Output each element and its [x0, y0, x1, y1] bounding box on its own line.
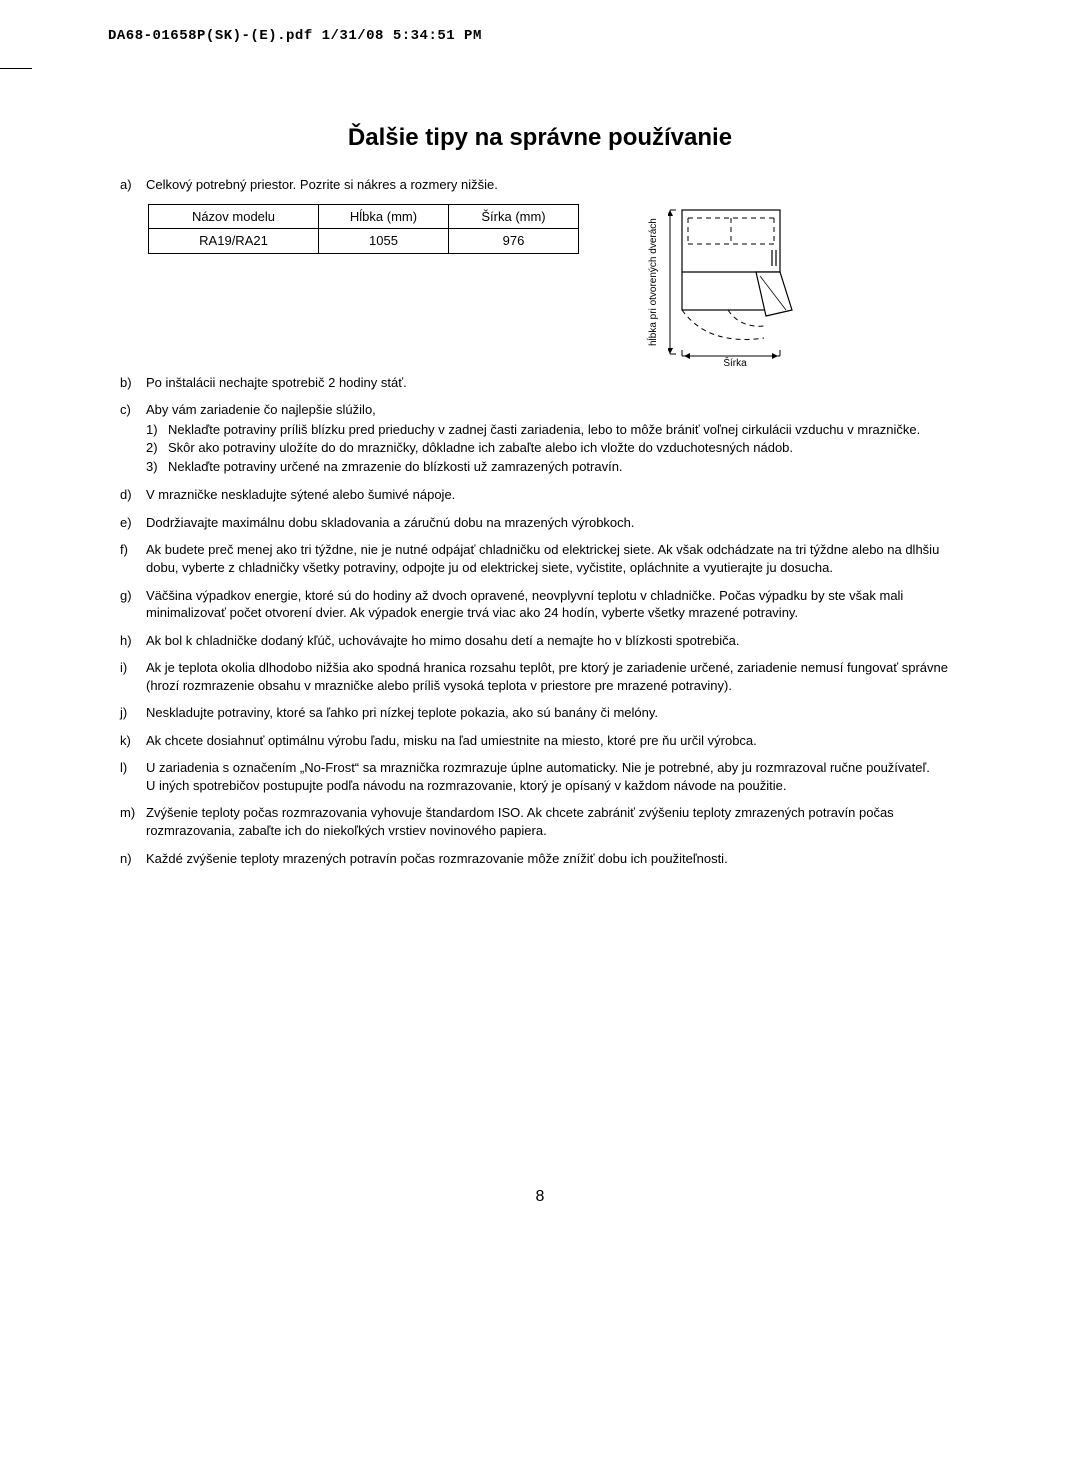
- item-text: Aby vám zariadenie čo najlepšie slúžilo,: [146, 402, 376, 417]
- list-item: h) Ak bol k chladničke dodaný kľúč, ucho…: [120, 632, 970, 650]
- item-marker: h): [120, 632, 146, 650]
- item-text: Ak chcete dosiahnuť optimálnu výrobu ľad…: [146, 732, 970, 750]
- item-marker: j): [120, 704, 146, 722]
- table-header: Hĺbka (mm): [319, 204, 449, 229]
- item-text: Väčšina výpadkov energie, ktoré sú do ho…: [146, 587, 970, 622]
- sub-item: 3) Neklaďte potraviny určené na zmrazeni…: [146, 458, 970, 476]
- item-body: U zariadenia s označením „No-Frost“ sa m…: [146, 759, 970, 794]
- item-text: Ak bol k chladničke dodaný kľúč, uchováv…: [146, 632, 970, 650]
- sub-text: Skôr ako potraviny uložíte do do mraznič…: [168, 439, 970, 457]
- fridge-diagram-svg: [668, 206, 798, 361]
- content-area: a) Celkový potrebný priestor. Pozrite si…: [120, 176, 970, 877]
- fridge-diagram: [668, 206, 798, 366]
- dimensions-table-wrap: Názov modelu Hĺbka (mm) Šírka (mm) RA19/…: [148, 204, 970, 254]
- table-header: Názov modelu: [149, 204, 319, 229]
- item-text: Celkový potrebný priestor. Pozrite si ná…: [146, 176, 970, 194]
- list-item: d) V mrazničke neskladujte sýtené alebo …: [120, 486, 970, 504]
- page-number: 8: [0, 1188, 1080, 1206]
- list-item: g) Väčšina výpadkov energie, ktoré sú do…: [120, 587, 970, 622]
- item-body: Aby vám zariadenie čo najlepšie slúžilo,…: [146, 401, 970, 476]
- list-item: f) Ak budete preč menej ako tri týždne, …: [120, 541, 970, 576]
- list-item: n) Každé zvýšenie teploty mrazených potr…: [120, 850, 970, 868]
- item-marker: c): [120, 401, 146, 476]
- page-title: Ďalšie tipy na správne používanie: [0, 124, 1080, 152]
- spacer: [120, 264, 970, 374]
- sub-text: Neklaďte potraviny určené na zmrazenie d…: [168, 458, 970, 476]
- list-item: j) Neskladujte potraviny, ktoré sa ľahko…: [120, 704, 970, 722]
- item-text: V mrazničke neskladujte sýtené alebo šum…: [146, 486, 970, 504]
- list-item: c) Aby vám zariadenie čo najlepšie slúži…: [120, 401, 970, 476]
- list-item: k) Ak chcete dosiahnuť optimálnu výrobu …: [120, 732, 970, 750]
- dimensions-table: Názov modelu Hĺbka (mm) Šírka (mm) RA19/…: [148, 204, 579, 254]
- item-text: Po inštalácii nechajte spotrebič 2 hodin…: [146, 374, 970, 392]
- item-text: Dodržiavajte maximálnu dobu skladovania …: [146, 514, 970, 532]
- item-marker: e): [120, 514, 146, 532]
- diagram-label-width: Šírka: [705, 358, 765, 369]
- sub-text: Neklaďte potraviny príliš blízku pred pr…: [168, 421, 970, 439]
- table-cell: 1055: [319, 229, 449, 254]
- table-header: Šírka (mm): [449, 204, 579, 229]
- item-marker: b): [120, 374, 146, 392]
- item-marker: d): [120, 486, 146, 504]
- item-text: U zariadenia s označením „No-Frost“ sa m…: [146, 759, 970, 777]
- item-text: Ak je teplota okolia dlhodobo nižšia ako…: [146, 659, 970, 694]
- item-marker: l): [120, 759, 146, 794]
- item-text: Ak budete preč menej ako tri týždne, nie…: [146, 541, 970, 576]
- item-text: Každé zvýšenie teploty mrazených potraví…: [146, 850, 970, 868]
- sub-marker: 2): [146, 439, 168, 457]
- table-cell: 976: [449, 229, 579, 254]
- table-header-row: Názov modelu Hĺbka (mm) Šírka (mm): [149, 204, 579, 229]
- item-marker: k): [120, 732, 146, 750]
- item-marker: n): [120, 850, 146, 868]
- item-marker: m): [120, 804, 146, 839]
- item-marker: i): [120, 659, 146, 694]
- list-item: i) Ak je teplota okolia dlhodobo nižšia …: [120, 659, 970, 694]
- diagram-label-depth: hĺbka pri otvorených dverách: [648, 210, 659, 355]
- file-header: DA68-01658P(SK)-(E).pdf 1/31/08 5:34:51 …: [108, 28, 482, 44]
- item-text: Neskladujte potraviny, ktoré sa ľahko pr…: [146, 704, 970, 722]
- table-row: RA19/RA21 1055 976: [149, 229, 579, 254]
- sub-marker: 3): [146, 458, 168, 476]
- list-item: m) Zvýšenie teploty počas rozmrazovania …: [120, 804, 970, 839]
- list-item: b) Po inštalácii nechajte spotrebič 2 ho…: [120, 374, 970, 392]
- item-text: Zvýšenie teploty počas rozmrazovania vyh…: [146, 804, 970, 839]
- item-text-extra: U iných spotrebičov postupujte podľa náv…: [146, 777, 970, 795]
- list-item: l) U zariadenia s označením „No-Frost“ s…: [120, 759, 970, 794]
- list-item: a) Celkový potrebný priestor. Pozrite si…: [120, 176, 970, 194]
- margin-tick: [0, 68, 32, 69]
- sub-item: 1) Neklaďte potraviny príliš blízku pred…: [146, 421, 970, 439]
- table-cell: RA19/RA21: [149, 229, 319, 254]
- item-marker: a): [120, 176, 146, 194]
- sub-marker: 1): [146, 421, 168, 439]
- item-marker: g): [120, 587, 146, 622]
- item-marker: f): [120, 541, 146, 576]
- sublist: 1) Neklaďte potraviny príliš blízku pred…: [146, 421, 970, 476]
- list-item: e) Dodržiavajte maximálnu dobu skladovan…: [120, 514, 970, 532]
- sub-item: 2) Skôr ako potraviny uložíte do do mraz…: [146, 439, 970, 457]
